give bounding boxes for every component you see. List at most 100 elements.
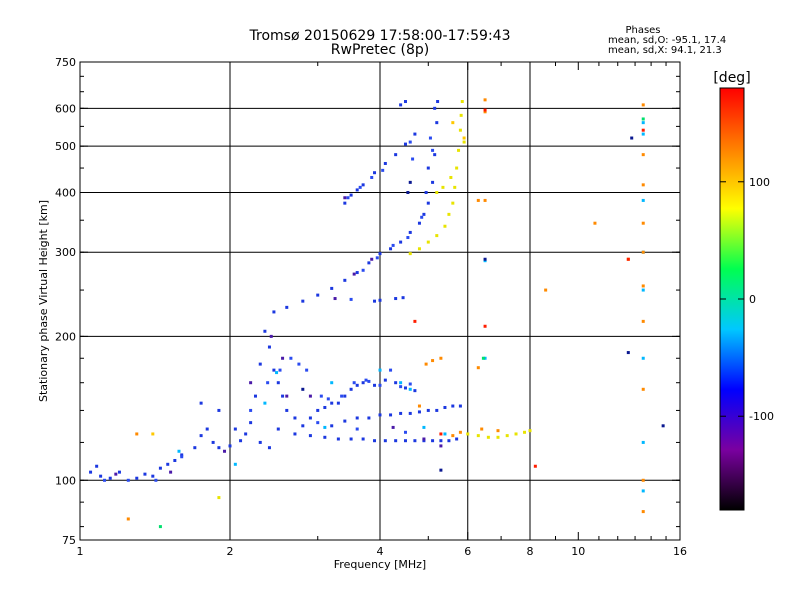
- data-point: [408, 387, 412, 391]
- data-point: [457, 148, 461, 152]
- data-point: [285, 408, 289, 412]
- data-point: [117, 470, 121, 474]
- data-point: [641, 198, 645, 202]
- data-point: [435, 234, 439, 238]
- data-point: [426, 166, 430, 170]
- data-point: [370, 257, 374, 261]
- data-point: [375, 256, 379, 260]
- data-point: [431, 439, 435, 443]
- data-point: [441, 185, 445, 189]
- data-point: [417, 221, 421, 225]
- x-tick-label: 4: [377, 545, 384, 558]
- data-point: [481, 356, 485, 360]
- data-point: [285, 305, 289, 309]
- data-point: [205, 427, 209, 431]
- x-tick-label: 10: [571, 545, 585, 558]
- data-point: [330, 286, 334, 290]
- data-point: [451, 121, 455, 125]
- data-point: [281, 394, 285, 398]
- data-point: [154, 478, 158, 482]
- data-point: [275, 371, 279, 375]
- data-point: [158, 525, 162, 529]
- data-point: [413, 439, 417, 443]
- data-point: [641, 356, 645, 360]
- data-point: [641, 117, 645, 121]
- data-point: [403, 142, 407, 146]
- data-point: [433, 106, 437, 110]
- data-point: [281, 356, 285, 360]
- data-point: [426, 201, 430, 205]
- data-point: [352, 381, 356, 385]
- data-point: [394, 439, 398, 443]
- y-axis-ticks: 75 100 200 300 400 500 600 750: [55, 56, 680, 547]
- x-tick-label: 2: [227, 545, 234, 558]
- data-point: [228, 444, 232, 448]
- data-point: [361, 183, 365, 187]
- data-point: [455, 166, 459, 170]
- data-point: [177, 449, 181, 453]
- data-point: [424, 190, 428, 194]
- data-point: [422, 425, 426, 429]
- data-point: [143, 472, 147, 476]
- data-point: [483, 110, 487, 114]
- data-point: [630, 136, 634, 140]
- data-point: [89, 470, 93, 474]
- data-point: [367, 379, 371, 383]
- data-point: [476, 366, 480, 370]
- data-point: [435, 121, 439, 125]
- data-point: [389, 413, 393, 417]
- data-point: [278, 368, 282, 372]
- data-point: [323, 435, 327, 439]
- data-point: [403, 430, 407, 434]
- data-point: [263, 401, 267, 405]
- data-point: [451, 201, 455, 205]
- data-point: [272, 310, 276, 314]
- data-point: [151, 474, 155, 478]
- colorbar-tick-label: 100: [749, 176, 770, 189]
- data-point: [394, 153, 398, 157]
- data-point: [486, 435, 490, 439]
- data-point: [399, 381, 403, 385]
- data-point: [428, 136, 432, 140]
- data-point: [166, 462, 170, 466]
- y-tick-label: 400: [55, 186, 76, 199]
- data-point: [355, 416, 359, 420]
- data-point: [249, 381, 253, 385]
- data-point: [483, 198, 487, 202]
- data-point: [483, 257, 487, 261]
- data-point: [476, 434, 480, 438]
- data-point: [458, 404, 462, 408]
- data-point: [439, 468, 443, 472]
- data-point: [378, 383, 382, 387]
- data-point: [483, 324, 487, 328]
- data-point: [408, 230, 412, 234]
- data-point: [399, 385, 403, 389]
- data-point: [394, 297, 398, 301]
- x-axis-ticks: 1 2 4 6 8 10 16: [77, 62, 687, 558]
- data-point: [349, 437, 353, 441]
- data-point: [389, 247, 393, 251]
- data-point: [343, 196, 347, 200]
- data-point: [373, 171, 377, 175]
- data-point: [447, 439, 451, 443]
- data-point: [336, 437, 340, 441]
- data-point: [383, 378, 387, 382]
- data-point: [272, 368, 276, 372]
- data-point: [349, 387, 353, 391]
- data-point: [301, 387, 305, 391]
- x-tick-label: 1: [77, 545, 84, 558]
- data-point: [424, 362, 428, 366]
- data-point: [316, 421, 320, 425]
- data-point: [258, 362, 262, 366]
- data-point: [95, 464, 99, 468]
- data-point: [249, 408, 253, 412]
- data-point: [370, 175, 374, 179]
- data-point: [417, 404, 421, 408]
- data-point: [505, 434, 509, 438]
- data-point: [523, 430, 527, 434]
- phase-stats-o: mean, sd,O: -95.1, 17.4: [608, 35, 726, 46]
- data-point: [355, 271, 359, 275]
- data-point: [514, 432, 518, 436]
- data-point: [641, 489, 645, 493]
- data-point: [151, 432, 155, 436]
